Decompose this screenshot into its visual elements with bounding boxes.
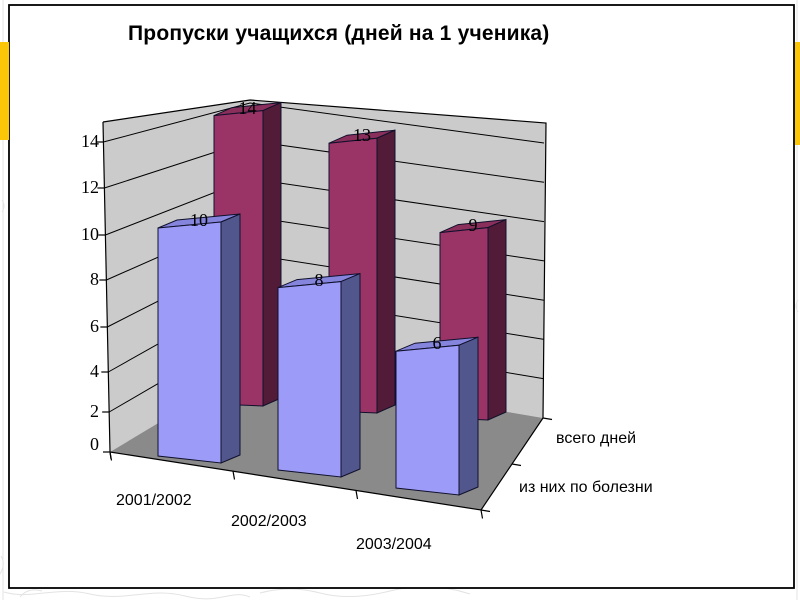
wall-edge: [102, 99, 547, 419]
chart-title: Пропуски учащихся (дней на 1 ученика): [128, 22, 550, 45]
series-axis-tick-2: [542, 417, 553, 421]
gridline-14: [103, 102, 545, 144]
category-label-2001-2002: 2001/2002: [116, 492, 192, 509]
data-label-total-2: 9: [468, 214, 478, 235]
data-label-total-0: 14: [238, 97, 257, 118]
bar-illness-0[interactable]: [157, 213, 241, 464]
series-label-total-days: всего дней: [556, 430, 637, 447]
bar-front-face[interactable]: [395, 344, 460, 496]
category-axis-tick-1: [232, 470, 236, 480]
value-axis-label-8: 8: [90, 269, 99, 289]
bar-front-face[interactable]: [277, 281, 342, 478]
slide-accent-right: [795, 42, 800, 145]
data-label-total-1: 13: [353, 125, 371, 146]
value-axis-label-4: 4: [90, 361, 99, 381]
value-axis-label-12: 12: [81, 177, 99, 197]
value-axis-label-2: 2: [90, 401, 99, 421]
bar-side-face[interactable]: [487, 218, 507, 421]
bar-side-face[interactable]: [458, 336, 479, 496]
category-label-2003-2004: 2003/2004: [356, 536, 432, 553]
value-axis-label-10: 10: [81, 224, 99, 244]
bar-illness-1[interactable]: [277, 272, 361, 478]
value-axis-label-14: 14: [81, 131, 99, 151]
value-axis-label-6: 6: [90, 316, 99, 336]
bar-front-face[interactable]: [157, 221, 222, 464]
bar-side-face[interactable]: [376, 129, 396, 414]
bar-illness-2[interactable]: [395, 336, 479, 496]
bar-side-face[interactable]: [340, 272, 361, 478]
value-axis-label-0: 0: [90, 434, 99, 454]
data-label-illness-2: 6: [432, 333, 442, 354]
series-axis-tick-1: [511, 463, 522, 467]
slide-accent-left: [0, 42, 9, 140]
category-axis-tick-3: [480, 509, 484, 519]
category-axis-tick-0: [109, 451, 113, 461]
axis-ticks: [96, 141, 553, 519]
bar-side-face[interactable]: [220, 213, 241, 464]
data-label-illness-1: 8: [314, 269, 324, 290]
category-axis-tick-2: [355, 490, 359, 500]
data-label-illness-0: 10: [190, 210, 208, 230]
category-label-2002-2003: 2002/2003: [231, 513, 307, 530]
series-axis-tick-0: [480, 509, 491, 513]
series-label-illness: из них по болезни: [519, 479, 653, 496]
bars: [157, 101, 507, 496]
